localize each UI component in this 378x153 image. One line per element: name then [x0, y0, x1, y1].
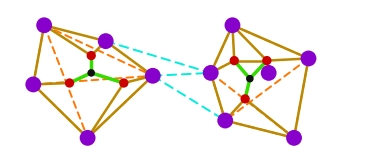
Point: [305, 57, 311, 60]
Point: [88, 72, 94, 74]
Point: [266, 72, 272, 74]
Point: [67, 82, 73, 84]
Point: [41, 24, 47, 26]
Point: [242, 98, 248, 100]
Point: [247, 77, 253, 80]
Point: [291, 137, 297, 139]
Point: [222, 119, 228, 122]
Point: [150, 75, 156, 77]
Point: [231, 59, 237, 62]
Point: [88, 54, 94, 57]
Point: [264, 59, 270, 62]
Point: [103, 40, 109, 42]
Point: [30, 83, 36, 86]
Point: [121, 82, 127, 84]
Point: [229, 24, 235, 26]
Point: [208, 72, 214, 74]
Point: [85, 137, 91, 139]
